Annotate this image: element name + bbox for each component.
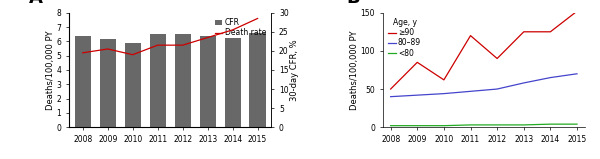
Bar — [100, 39, 116, 127]
Bar — [74, 36, 91, 127]
Text: A: A — [29, 0, 43, 7]
Bar — [149, 34, 166, 127]
Bar — [125, 43, 141, 127]
Bar — [250, 33, 266, 127]
Legend: CFR, Death rate: CFR, Death rate — [213, 17, 268, 39]
Y-axis label: 30-day CFR, %: 30-day CFR, % — [290, 39, 299, 101]
Bar — [175, 34, 191, 127]
Y-axis label: Deaths/100,000 PY: Deaths/100,000 PY — [350, 30, 359, 110]
Legend: ≥90, 80–89, <80: ≥90, 80–89, <80 — [386, 17, 422, 59]
Bar — [224, 38, 241, 127]
Text: B: B — [346, 0, 360, 7]
Y-axis label: Deaths/100,000 PY: Deaths/100,000 PY — [46, 30, 55, 110]
Bar — [200, 36, 216, 127]
